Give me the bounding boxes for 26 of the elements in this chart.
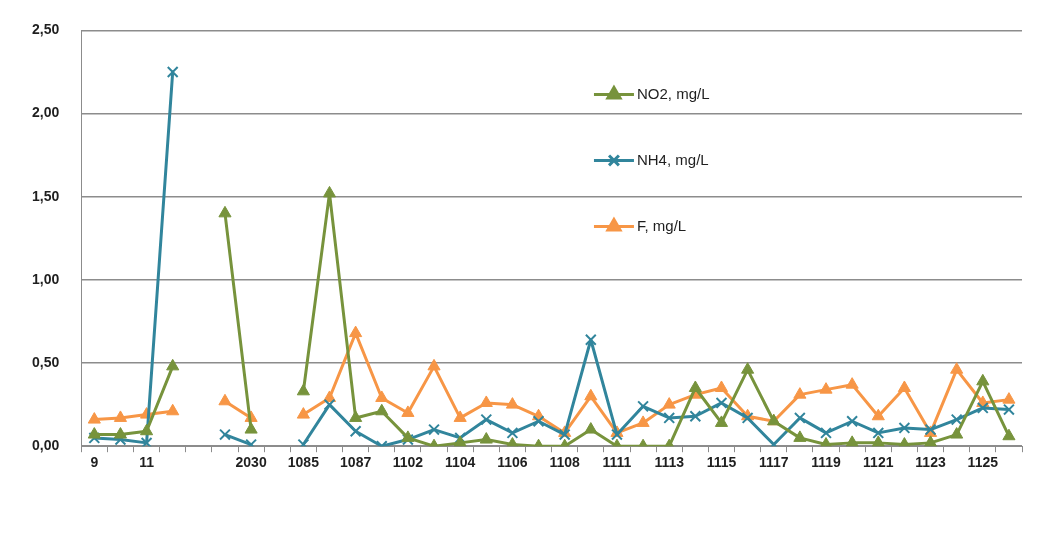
x-tick-label: 1106 bbox=[497, 454, 528, 471]
x-tick-label: 1125 bbox=[967, 454, 999, 471]
legend-label: NO2, mg/L bbox=[636, 84, 710, 102]
x-tick-label: 1115 bbox=[706, 454, 737, 471]
y-tick-label: 2,50 bbox=[32, 21, 60, 38]
x-tick-label: 9 bbox=[90, 454, 99, 471]
x-tick-label: 1087 bbox=[340, 454, 372, 471]
x-tick-label: 1102 bbox=[392, 454, 424, 471]
x-tick-label: 1121 bbox=[863, 454, 894, 471]
legend-label: NH4, mg/L bbox=[636, 150, 709, 168]
x-tick-label: 2030 bbox=[235, 454, 267, 471]
y-tick-label: 0,50 bbox=[32, 353, 60, 370]
x-tick-label: 1117 bbox=[758, 454, 789, 471]
y-tick-label: 0,00 bbox=[32, 437, 60, 454]
y-tick-label: 1,50 bbox=[32, 187, 60, 204]
y-tick-label: 1,00 bbox=[32, 270, 60, 287]
x-tick-label: 11 bbox=[139, 454, 155, 471]
legend-label: F, mg/L bbox=[636, 216, 687, 234]
x-tick-label: 1108 bbox=[549, 454, 581, 471]
x-tick-label: 1104 bbox=[444, 454, 476, 471]
x-tick-label: 1123 bbox=[915, 454, 946, 471]
y-tick-label: 2,00 bbox=[32, 104, 60, 121]
x-tick-label: 1111 bbox=[602, 454, 632, 471]
x-tick-label: 1113 bbox=[654, 454, 685, 471]
x-tick-label: 1085 bbox=[287, 454, 320, 471]
x-tick-label: 1119 bbox=[811, 454, 842, 471]
